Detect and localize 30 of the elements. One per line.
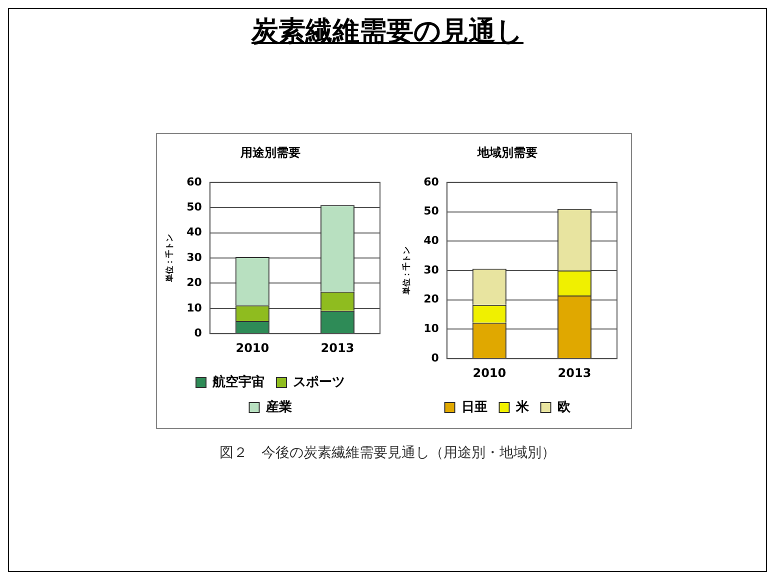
chart-title: 地域別需要 (476, 145, 538, 160)
y-tick-label: 0 (431, 351, 440, 364)
caption: 図２ 今後の炭素繊維需要見通し（用途別・地域別） (218, 444, 556, 462)
y-tick-label: 60 (186, 175, 202, 188)
y-tick-label: 40 (424, 234, 440, 247)
y-tick-label: 40 (186, 226, 202, 239)
y-tick-label: 10 (186, 301, 202, 314)
y-tick-label: 20 (186, 276, 202, 290)
legend-label: 産業 (264, 398, 292, 415)
y-tick-label: 50 (186, 200, 202, 214)
text: 炭素繊維需要の見通し (250, 15, 524, 49)
legend-label: 日亜 (461, 400, 488, 415)
y-tick-label: 10 (424, 322, 440, 336)
chart-title: 用途別需要 (240, 145, 300, 160)
y-axis-title: 単位：千トン (402, 246, 411, 296)
y-tick-label: 50 (424, 204, 440, 218)
y-tick-label: 30 (186, 250, 202, 264)
y-tick-label: 60 (424, 175, 440, 188)
legend-label: スポーツ (293, 374, 345, 390)
y-tick-label: 0 (194, 326, 202, 340)
x-tick-label: 2013 (320, 340, 354, 355)
y-tick-label: 20 (424, 292, 440, 306)
x-tick-label: 2010 (236, 340, 270, 355)
y-tick-label: 30 (424, 263, 440, 276)
legend-label: 航空宇宙 (212, 374, 264, 390)
x-tick-label: 2013 (558, 366, 592, 380)
legend-label: 米 (514, 400, 530, 415)
x-tick-label: 2010 (472, 366, 506, 380)
legend-label: 欧 (557, 400, 572, 415)
y-axis-title: 単位：千トン (164, 234, 174, 283)
